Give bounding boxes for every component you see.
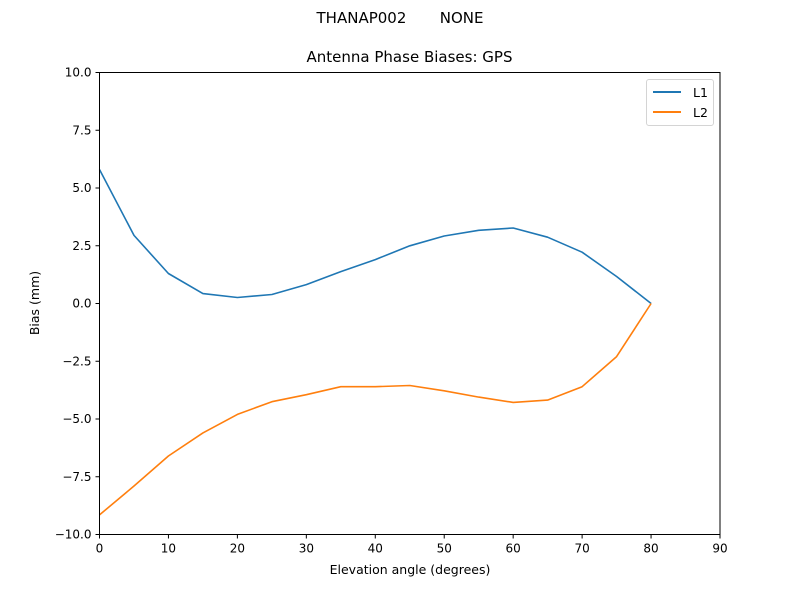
y-axis-ticks: 10.0 7.5 5.0 2.5 0.0 −2.5 −5.0 −7.5 −10.0	[55, 66, 100, 542]
x-tick-label: 10	[161, 542, 176, 556]
y-tick-label: 0.0	[72, 297, 91, 311]
x-tick-label: 0	[96, 542, 104, 556]
y-tick-label: 10.0	[65, 66, 92, 80]
axes-frame	[99, 72, 721, 535]
y-tick-label: −2.5	[62, 354, 91, 368]
x-tick-label: 40	[368, 542, 383, 556]
y-tick-label: −10.0	[55, 528, 92, 542]
x-tick-label: 60	[506, 542, 521, 556]
series-line-l1	[98, 169, 652, 305]
x-tick-label: 80	[643, 542, 658, 556]
series-line-l2	[98, 303, 652, 516]
legend-line-l1-icon	[653, 91, 681, 93]
y-tick-label: −5.0	[62, 412, 91, 426]
legend-item-l2: L2	[653, 104, 708, 120]
x-tick-label: 20	[230, 542, 245, 556]
y-tick-label: −7.5	[62, 470, 91, 484]
data-lines	[98, 169, 652, 516]
chart-title: Antenna Phase Biases: GPS	[306, 48, 513, 66]
x-tick-label: 90	[712, 542, 727, 556]
x-axis-label: Elevation angle (degrees)	[330, 562, 491, 577]
legend-label-l2: L2	[693, 104, 708, 120]
legend-item-l1: L1	[653, 84, 708, 100]
y-tick-label: 2.5	[72, 239, 91, 253]
figure-suptitle: THANAP002 NONE	[316, 9, 484, 27]
x-tick-label: 50	[437, 542, 452, 556]
y-axis-label: Bias (mm)	[27, 271, 42, 335]
x-axis-ticks: 0 10 20 30 40 50 60 70 80 90	[96, 534, 728, 556]
legend-label-l1: L1	[693, 84, 708, 100]
x-tick-label: 70	[574, 542, 589, 556]
legend: L1 L2	[646, 79, 714, 126]
y-tick-label: 5.0	[72, 181, 91, 195]
x-tick-label: 30	[299, 542, 314, 556]
legend-line-l2-icon	[653, 111, 681, 113]
y-tick-label: 7.5	[72, 123, 91, 137]
